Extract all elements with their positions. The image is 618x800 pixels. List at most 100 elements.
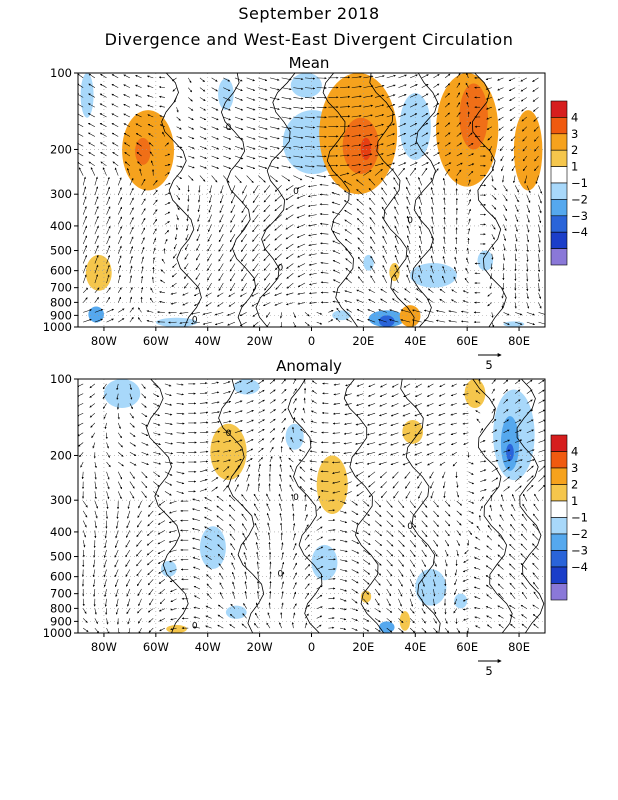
- wind-vector: [421, 74, 429, 79]
- wind-vector: [103, 579, 107, 588]
- wind-vector: [141, 481, 148, 489]
- wind-vector: [216, 534, 224, 541]
- wind-vector: [158, 76, 165, 79]
- wind-vector: [148, 133, 154, 137]
- zero-contour-line: [516, 379, 545, 633]
- wind-vector: [141, 246, 145, 254]
- wind-vector: [141, 403, 147, 408]
- wind-vector: [418, 491, 423, 499]
- wind-vector: [211, 486, 218, 492]
- wind-vector: [82, 549, 85, 558]
- colorbar-swatch: [550, 467, 568, 485]
- wind-vector: [374, 162, 384, 167]
- wind-vector: [153, 218, 158, 225]
- wind-vector: [293, 87, 304, 90]
- wind-vector: [409, 588, 414, 597]
- wind-vector: [289, 474, 294, 482]
- wind-vector: [150, 160, 154, 166]
- wind-vector: [367, 309, 376, 313]
- wind-vector: [106, 216, 111, 225]
- wind-vector: [117, 187, 122, 196]
- wind-vector: [534, 136, 539, 142]
- wind-vector: [538, 302, 542, 309]
- wind-vector: [217, 624, 224, 629]
- wind-vector: [269, 437, 275, 443]
- wind-vector: [87, 122, 95, 127]
- wind-vector: [194, 302, 201, 306]
- wind-vector: [234, 97, 243, 101]
- y-tick-label: 500: [50, 244, 72, 258]
- wind-vector: [320, 261, 329, 264]
- wind-vector: [316, 624, 322, 629]
- wind-vector: [515, 459, 523, 463]
- wind-vector: [152, 237, 157, 245]
- wind-vector: [234, 126, 244, 130]
- wind-vector: [246, 106, 256, 111]
- wind-vector: [433, 74, 440, 79]
- wind-vector: [491, 204, 497, 210]
- wind-vector: [474, 616, 481, 619]
- wind-vector: [147, 85, 154, 88]
- wind-vector: [316, 536, 323, 541]
- wind-vector: [94, 501, 98, 509]
- colorbar-swatch: [550, 248, 568, 266]
- wind-vector: [339, 598, 347, 602]
- wind-vector: [153, 461, 162, 465]
- wind-vector: [94, 318, 103, 323]
- wind-vector: [125, 549, 131, 558]
- wind-vector: [451, 299, 457, 303]
- wind-vector: [88, 152, 96, 157]
- wind-vector: [264, 185, 271, 193]
- wind-vector: [486, 624, 492, 629]
- wind-vector: [456, 162, 463, 167]
- wind-vector: [409, 162, 418, 167]
- wind-vector: [339, 627, 347, 631]
- wind-vector: [351, 144, 362, 147]
- anomaly-x-axis: 80W 60W 40W 20W 0 20E 40E 60E 80E: [91, 633, 530, 654]
- wind-vector: [332, 279, 341, 284]
- wind-vector: [487, 525, 493, 531]
- wind-vector: [357, 247, 364, 254]
- y-tick-label: 400: [50, 219, 72, 233]
- wind-vector: [263, 214, 271, 222]
- wind-vector: [111, 123, 119, 127]
- wind-vector: [465, 267, 469, 274]
- wind-vector: [304, 573, 311, 580]
- wind-vector: [252, 243, 259, 252]
- wind-vector: [462, 608, 469, 611]
- wind-vector: [139, 168, 142, 176]
- wind-vector: [135, 133, 142, 137]
- wind-vector: [223, 475, 229, 482]
- wind-vector: [293, 591, 297, 599]
- wind-vector: [199, 165, 207, 169]
- wind-vector: [421, 93, 429, 98]
- wind-vector: [129, 422, 135, 428]
- wind-vector: [538, 484, 545, 492]
- wind-vector: [398, 152, 407, 157]
- wind-vector: [246, 390, 254, 394]
- wind-vector: [474, 547, 481, 551]
- wind-vector: [398, 618, 404, 624]
- y-tick-label: 600: [50, 570, 72, 584]
- wind-vector: [160, 269, 166, 274]
- x-tick-label: 40W: [195, 640, 221, 654]
- wind-vector: [439, 461, 446, 466]
- wind-vector: [82, 520, 87, 528]
- wind-vector: [153, 422, 161, 426]
- wind-vector: [409, 103, 418, 108]
- wind-vector: [511, 493, 516, 502]
- wind-vector: [526, 224, 530, 233]
- wind-vector: [252, 234, 259, 242]
- wind-vector: [416, 288, 422, 294]
- wind-vector: [241, 204, 247, 214]
- wind-vector: [176, 402, 185, 406]
- wind-vector: [124, 161, 131, 167]
- wind-vector: [117, 481, 122, 490]
- wind-vector: [255, 532, 259, 541]
- wind-vector: [538, 292, 542, 299]
- wind-vector: [274, 302, 282, 306]
- wind-vector: [281, 136, 292, 140]
- wind-vector: [398, 500, 405, 509]
- wind-vector: [398, 627, 404, 633]
- wind-vector: [269, 428, 276, 433]
